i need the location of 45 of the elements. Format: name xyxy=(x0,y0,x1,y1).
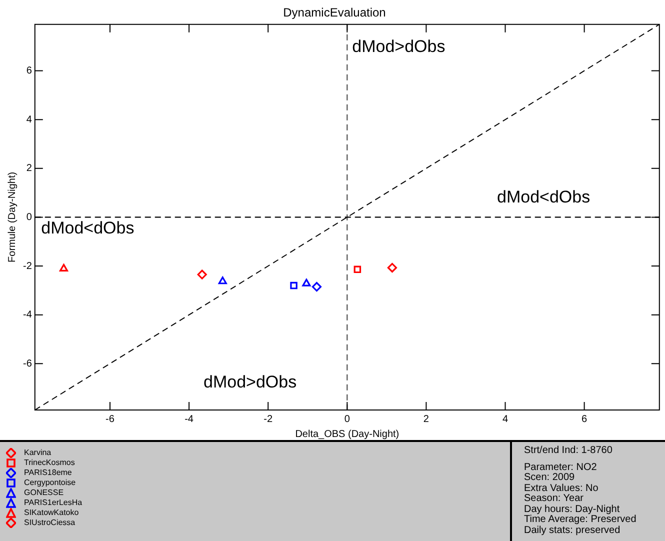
point xyxy=(312,282,322,292)
y-tick-label: 6 xyxy=(26,66,32,77)
annotation: dMod>dObs xyxy=(204,372,297,392)
y-tick-label: 4 xyxy=(26,114,32,126)
y-tick-label: -4 xyxy=(22,310,32,321)
point xyxy=(354,266,362,274)
legend-label: PARIS18eme xyxy=(24,468,72,478)
legend-label: PARIS1erLesHa xyxy=(24,498,82,508)
text: Scen: 2009 xyxy=(524,472,576,484)
text: Parameter: NO2 xyxy=(524,462,598,473)
text: Season: Year xyxy=(524,493,584,504)
annotation: dMod<dObs xyxy=(497,188,590,207)
x-tick-label: -4 xyxy=(184,414,194,425)
point xyxy=(290,282,298,290)
point xyxy=(387,262,398,273)
x-tick-label: 0 xyxy=(344,414,350,425)
x-tick-label: -2 xyxy=(264,414,273,425)
legend-label: SIUstroCiessa xyxy=(24,518,76,528)
x-tick-label: 4 xyxy=(502,414,508,425)
annotation: dMod<dObs xyxy=(41,218,134,238)
text: Strt/end Ind: 1-8760 xyxy=(524,445,614,456)
y-tick-label: -2 xyxy=(22,260,32,272)
point xyxy=(197,270,207,280)
legend-label: TrinecKosmos xyxy=(24,458,75,468)
legend-label: SIKatowKatoko xyxy=(24,508,79,518)
point xyxy=(218,276,227,284)
text: Day hours: Day-Night xyxy=(524,504,621,514)
y-tick-label: -6 xyxy=(22,358,32,370)
x-tick-label: 2 xyxy=(423,414,430,425)
y-axis-title: Formule (Day-Night) xyxy=(6,172,18,262)
y-tick-label: 0 xyxy=(26,212,32,223)
point xyxy=(302,278,311,286)
y-tick-label: 2 xyxy=(26,163,32,174)
legend-label: GONESSE xyxy=(24,488,64,498)
legend-label: Karvina xyxy=(24,448,52,458)
legend-label: Cergypontoise xyxy=(24,478,76,488)
text: Extra Values: No xyxy=(524,482,600,494)
x-tick-label: -6 xyxy=(106,414,115,425)
chart-title: DynamicEvaluation xyxy=(283,6,386,20)
point xyxy=(59,264,68,272)
annotation: dMod>dObs xyxy=(352,37,446,56)
text: Time Average: Preserved xyxy=(524,514,636,526)
text: Daily stats: preserved xyxy=(524,524,622,536)
x-tick-label: 6 xyxy=(582,414,588,425)
x-axis-title: Delta_OBS (Day-Night) xyxy=(295,428,400,440)
